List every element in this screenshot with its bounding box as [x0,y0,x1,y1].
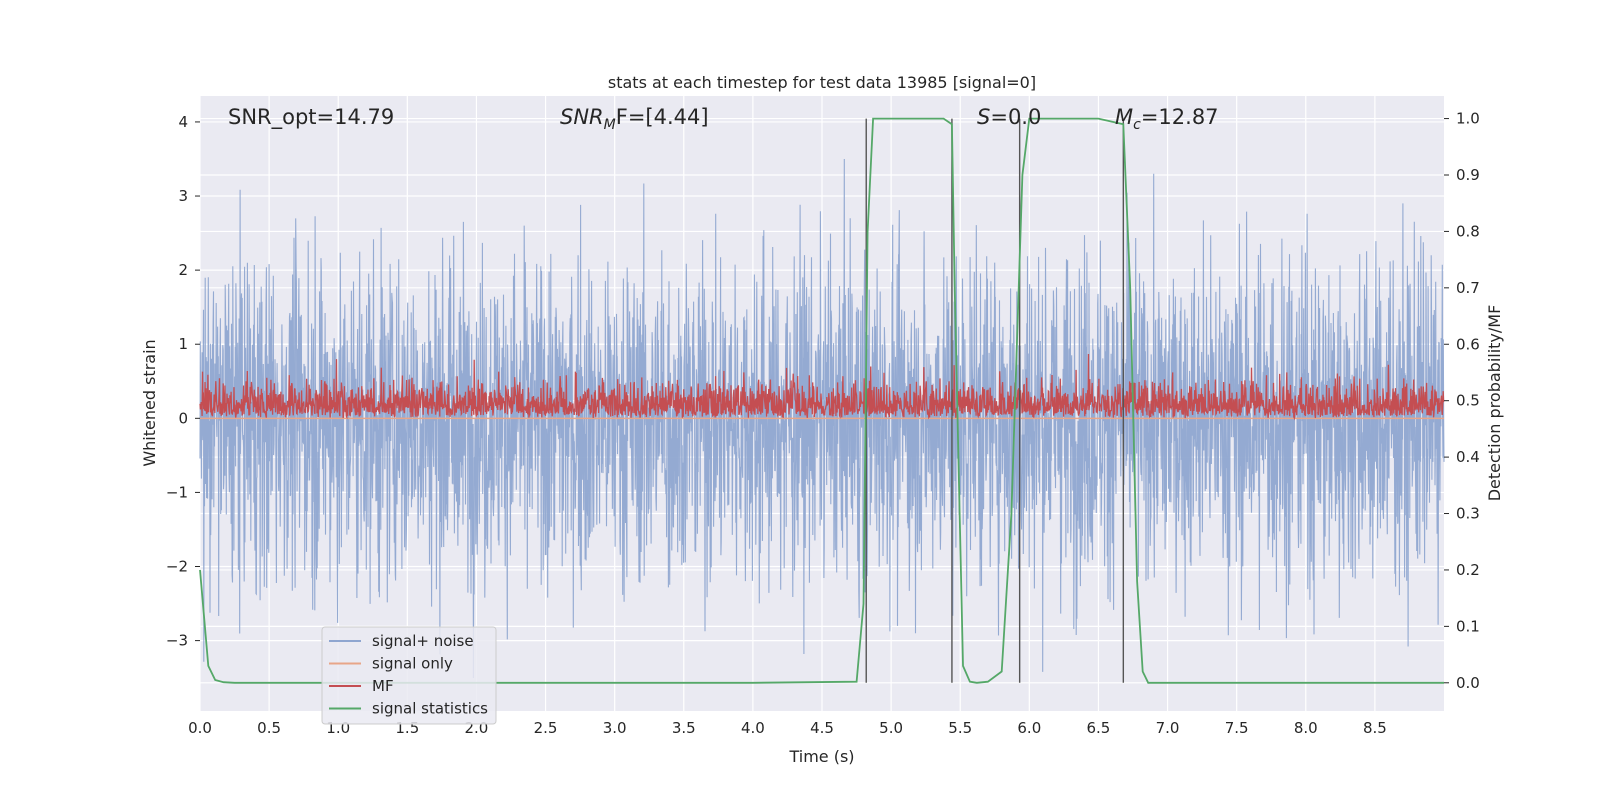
x-tick-label: 0.0 [188,719,212,737]
y-right-axis-ticks: 1.0 0.9 0.8 0.7 0.6 0.5 0.4 0.3 0.2 0.1 0.0 [1444,110,1480,692]
y-axis-ticks: 4 3 2 1 0 −1 −2 −3 [166,113,200,650]
mc-sub: c [1133,117,1141,133]
x-axis-label: Time (s) [788,747,854,766]
y-tick-label: 1 [178,335,188,353]
legend: signal+ noise signal only MF signal statist… [321,626,497,725]
mc-name: M [1115,105,1133,129]
y-right-tick-label: 0.4 [1456,448,1480,466]
y-tick-label: 0 [178,409,188,427]
y-tick-label: 3 [178,187,188,205]
x-tick-label: 3.5 [672,719,696,737]
legend-label: signal only [372,655,453,673]
y-tick-label: 2 [178,261,188,279]
snr-mf-name: SNR [560,105,604,129]
y-right-tick-label: 0.5 [1456,392,1480,410]
x-tick-label: 2.5 [534,719,558,737]
legend-label: signal statistics [372,700,488,718]
mc-rest: =12.87 [1141,105,1219,129]
y-right-tick-label: 0.2 [1456,561,1480,579]
y-right-tick-label: 0.8 [1456,222,1480,240]
signal-noise-line [199,158,1445,679]
mf-series [199,353,1445,421]
x-tick-label: 7.5 [1225,719,1249,737]
signal-noise-series [199,158,1445,679]
x-tick-label: 6.0 [1017,719,1041,737]
y-tick-label: −2 [166,558,188,576]
x-tick-label: 8.0 [1294,719,1318,737]
annotation-snr-mf: SNRMF=[4.44] [560,105,709,133]
y-right-tick-label: 0.3 [1456,505,1480,523]
x-tick-label: 8.5 [1363,719,1387,737]
annotation-mc: Mc=12.87 [1115,105,1219,133]
y-right-tick-label: 0.9 [1456,166,1480,184]
s-name: S [977,105,990,129]
x-tick-label: 4.5 [810,719,834,737]
x-tick-label: 4.0 [741,719,765,737]
y-tick-label: −1 [166,483,188,501]
legend-box [321,626,497,725]
y-right-tick-label: 0.6 [1456,335,1480,353]
x-tick-label: 6.5 [1087,719,1111,737]
y-axis-label: Whitened strain [140,339,159,466]
y-tick-label: −3 [166,632,188,650]
x-tick-label: 5.0 [879,719,903,737]
chart-title: stats at each timestep for test data 139… [608,73,1036,92]
snr-mf-sub: M [604,117,616,133]
x-tick-label: 5.5 [948,719,972,737]
annotation-snr-opt: SNR_opt=14.79 [228,105,394,130]
s-rest: =0.0 [990,105,1041,129]
mf-line [199,353,1445,421]
x-tick-label: 7.0 [1156,719,1180,737]
annotation-s: S=0.0 [977,105,1041,129]
y-right-tick-label: 0.7 [1456,279,1480,297]
y-right-tick-label: 0.1 [1456,617,1480,635]
x-axis-ticks: 0.0 0.5 1.0 1.5 2.0 2.5 3.0 3.5 4.0 4.5 5.0 5.5 6.0 6… [188,719,1387,737]
y-right-axis-label: Detection probability/MF [1485,305,1504,502]
legend-label: signal+ noise [372,632,474,650]
y-right-tick-label: 0.0 [1456,674,1480,692]
y-tick-label: 4 [178,113,188,131]
x-tick-label: 3.0 [603,719,627,737]
snr-mf-rest: F=[4.44] [616,105,709,129]
x-tick-label: 0.5 [257,719,281,737]
legend-label: MF [372,677,394,695]
y-right-tick-label: 1.0 [1456,110,1480,128]
